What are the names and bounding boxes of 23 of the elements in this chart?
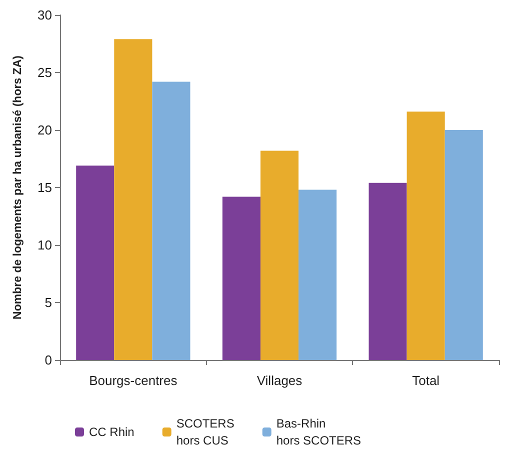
y-tick-label: 5 [44,295,52,310]
bar [406,112,445,360]
legend-label: Bas-Rhin hors SCOTERS [276,416,362,448]
bar [222,196,260,360]
bar [114,39,152,360]
bar [152,82,190,360]
bar [444,130,483,360]
bar [260,150,299,360]
bar [76,166,114,360]
x-tick-label: Villages [256,373,303,388]
y-tick-label: 0 [44,352,52,368]
x-tick-label: Bourgs-centres [89,373,178,388]
y-tick-label: 10 [38,238,52,252]
y-axis-title: Nombre de logements par ha urbanisé (hors ZA) [12,55,24,320]
y-tick-label: 30 [38,8,52,22]
y-tick-label: 25 [38,65,52,80]
x-tick-label: Total [412,373,440,388]
y-tick-label: 20 [38,122,52,138]
legend-label: CC Rhin [89,425,134,439]
y-tick-label: 15 [38,180,52,195]
legend-label: SCOTERS hors CUS [176,416,234,448]
bar [298,190,337,360]
bar [368,182,407,360]
